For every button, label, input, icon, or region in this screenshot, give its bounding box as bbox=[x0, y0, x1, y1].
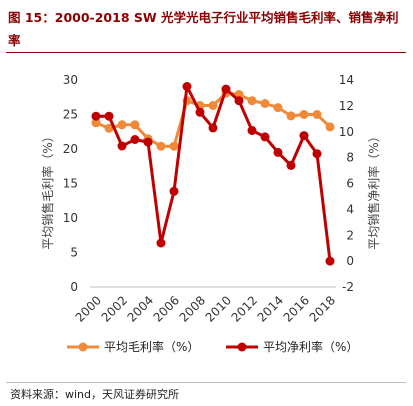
right-y-tick-label: 14 bbox=[339, 73, 354, 87]
gross-margin-point bbox=[169, 141, 179, 151]
gross-margin-point bbox=[260, 99, 270, 108]
x-tick-label: 2012 bbox=[229, 293, 260, 324]
left-y-tick-label: 30 bbox=[63, 73, 78, 87]
gross-margin-point bbox=[247, 96, 257, 106]
net-margin-line bbox=[96, 85, 332, 262]
title-divider bbox=[6, 52, 406, 53]
gross-margin-point bbox=[117, 120, 127, 130]
left-y-tick-label: 25 bbox=[63, 108, 78, 122]
x-tick-label: 2016 bbox=[281, 293, 312, 324]
gross-margin-point bbox=[286, 111, 296, 121]
net-margin-point bbox=[91, 111, 101, 121]
left-y-tick-label: 10 bbox=[63, 211, 78, 225]
legend: 平均毛利率（%） 平均净利率（%） bbox=[67, 339, 358, 354]
x-tick-label: 2018 bbox=[307, 293, 338, 324]
footer-divider bbox=[6, 382, 406, 383]
net-margin-point bbox=[169, 186, 179, 196]
left-y-tick-label: 20 bbox=[63, 142, 78, 156]
net-margin-point bbox=[208, 123, 218, 133]
net-margin-point bbox=[247, 126, 257, 135]
gross-margin-point bbox=[299, 110, 309, 119]
net-margin-point bbox=[234, 96, 244, 106]
right-y-tick-label: 8 bbox=[346, 151, 354, 165]
legend-gross-marker bbox=[78, 342, 88, 352]
net-margin-point bbox=[156, 238, 166, 248]
legend-net-label: 平均净利率（%） bbox=[263, 339, 358, 354]
gross-margin-point bbox=[156, 141, 166, 151]
legend-gross-label: 平均毛利率（%） bbox=[104, 339, 199, 354]
left-y-axis-label: 平均销售毛利率（%） bbox=[40, 130, 55, 249]
net-margin-point bbox=[286, 160, 296, 170]
net-margin-point bbox=[117, 141, 127, 151]
gross-margin-point bbox=[104, 123, 114, 133]
left-y-tick-label: 15 bbox=[63, 177, 78, 191]
net-margin-point bbox=[143, 137, 153, 147]
gross-margin-point bbox=[325, 122, 335, 132]
left-y-axis: 0 5 10 15 20 25 30 bbox=[63, 73, 78, 294]
source-note: 资料来源：wind，天风证券研究所 bbox=[10, 388, 180, 401]
series-group bbox=[91, 82, 335, 266]
x-tick-label: 2014 bbox=[255, 293, 286, 324]
x-tick-label: 2002 bbox=[99, 293, 130, 324]
x-tick-label: 2008 bbox=[177, 293, 208, 324]
net-margin-point bbox=[299, 131, 309, 141]
x-tick-label: 2000 bbox=[73, 293, 104, 324]
x-tick-label: 2006 bbox=[151, 293, 182, 324]
right-y-tick-label: 0 bbox=[346, 254, 354, 268]
chart-title: 图 15：2000-2018 SW 光学光电子行业平均销售毛利率、销售净利率 bbox=[8, 10, 399, 48]
net-margin-point bbox=[312, 149, 322, 159]
x-tick-label: 2010 bbox=[203, 293, 234, 324]
left-y-tick-label: 5 bbox=[70, 246, 78, 260]
gross-margin-point bbox=[91, 118, 101, 128]
left-y-tick-label: 0 bbox=[70, 280, 78, 294]
gross-margin-point bbox=[312, 110, 322, 119]
right-y-tick-label: 10 bbox=[339, 125, 354, 139]
net-margin-point bbox=[260, 132, 270, 142]
x-tick-label: 2004 bbox=[125, 293, 156, 324]
net-margin-point bbox=[130, 135, 140, 144]
net-margin-point bbox=[182, 82, 192, 91]
net-margin-point bbox=[221, 84, 231, 94]
right-y-tick-label: 6 bbox=[346, 177, 354, 191]
net-margin-point bbox=[104, 111, 114, 121]
legend-net-marker bbox=[237, 342, 247, 352]
net-margin-point bbox=[325, 256, 335, 266]
right-y-axis-label: 平均销售净利率（%） bbox=[366, 130, 381, 249]
gross-margin-point bbox=[130, 120, 140, 130]
right-y-tick-label: 12 bbox=[339, 99, 354, 113]
net-margin-point bbox=[273, 147, 283, 157]
right-y-axis: -2 0 2 4 6 8 10 12 14 bbox=[339, 73, 354, 294]
right-y-tick-label: 2 bbox=[346, 228, 354, 242]
net-margin-point bbox=[195, 107, 205, 117]
right-y-tick-label: -2 bbox=[342, 280, 354, 294]
gross-margin-point bbox=[208, 101, 218, 110]
gross-margin-point bbox=[273, 103, 283, 113]
right-y-tick-label: 4 bbox=[346, 202, 354, 216]
